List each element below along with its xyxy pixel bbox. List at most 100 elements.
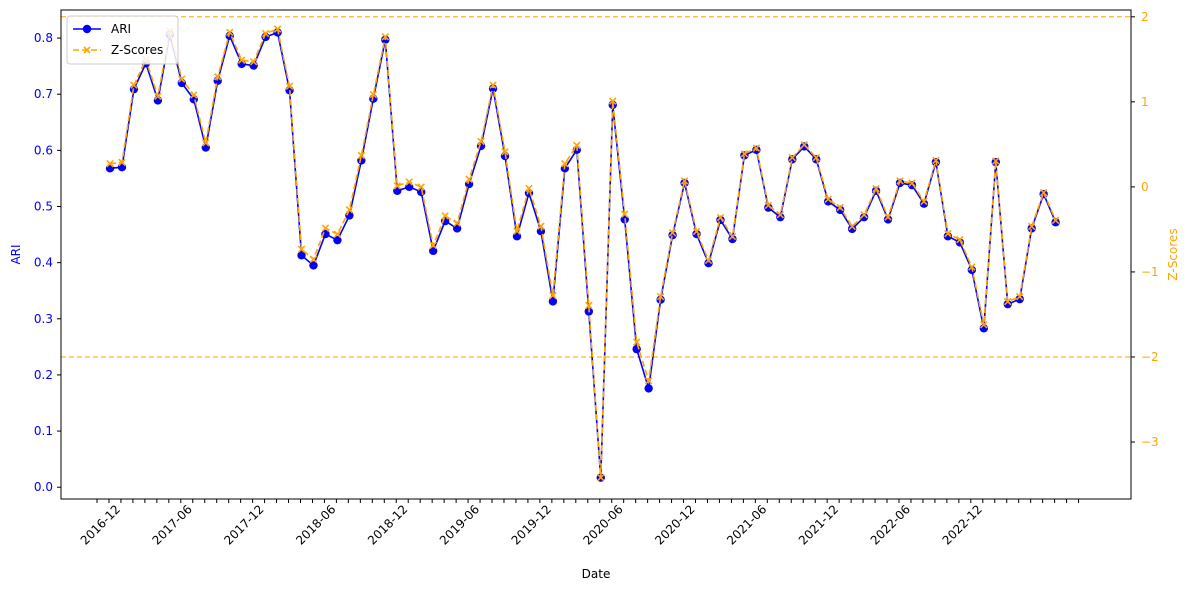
zscore-point — [297, 245, 306, 253]
zscore-point — [130, 81, 138, 89]
zscore-point — [453, 219, 461, 227]
zscore-point-stroke — [465, 175, 473, 184]
zscore-point-stroke — [800, 141, 809, 149]
y-left-tick-label: 0.6 — [34, 143, 53, 157]
zscore-point-stroke — [632, 338, 641, 346]
zscore-point-stroke — [656, 292, 665, 301]
zscore-point — [824, 195, 832, 203]
zscore-point — [896, 177, 904, 185]
zscore-point-stroke — [381, 33, 390, 41]
zscore-point-stroke — [597, 473, 605, 482]
zscore-point — [752, 144, 761, 152]
x-tick-label: 2017-12 — [221, 502, 266, 547]
zscore-point — [620, 210, 629, 218]
zscore-point-stroke — [692, 227, 701, 236]
zscore-point-stroke — [561, 159, 569, 168]
ari-point — [788, 155, 797, 164]
legend-zscore-marker — [83, 46, 91, 54]
x-tick-label: 2022-12 — [940, 502, 985, 547]
zscore-point — [608, 97, 617, 105]
zscore-point — [249, 58, 258, 66]
zscore-point — [369, 90, 378, 99]
zscore-point — [190, 91, 198, 99]
zscore-point — [704, 256, 713, 265]
zscore-point — [800, 141, 809, 149]
zscore-point-stroke — [776, 211, 785, 219]
y-right-tick-label: 2 — [1141, 10, 1149, 24]
zscore-point-stroke — [441, 212, 449, 220]
ari-point — [548, 297, 558, 306]
zscore-point-stroke — [824, 195, 832, 203]
zscore-point-stroke — [309, 255, 318, 264]
zscore-point-stroke — [812, 153, 820, 162]
zscore-point-stroke — [297, 245, 306, 253]
ari-point — [333, 235, 342, 245]
zscore-point-stroke — [1003, 297, 1012, 306]
x-tick-label: 2018-12 — [365, 502, 410, 547]
y-left-tick-label: 0.2 — [34, 368, 53, 382]
zscore-point-stroke — [680, 177, 689, 185]
y-left-tick-label: 0.3 — [34, 312, 53, 326]
zscore-point — [465, 175, 473, 184]
zscore-point-stroke — [106, 159, 114, 168]
zscore-point-stroke — [225, 28, 234, 37]
ari-point — [297, 251, 306, 260]
zscore-point — [549, 291, 557, 300]
x-tick-label: 2018-06 — [293, 502, 338, 547]
zscore-point — [1027, 222, 1036, 231]
y-right-tick-label: −1 — [1141, 265, 1159, 279]
zscore-point — [884, 213, 892, 221]
ari-point — [764, 203, 773, 212]
zscore-point-stroke — [249, 58, 258, 66]
zscore-point — [1003, 297, 1012, 306]
x-tick-label: 2021-12 — [796, 502, 841, 547]
zscore-point-stroke — [477, 137, 485, 146]
zscore-point — [668, 229, 677, 237]
zscore-point-stroke — [573, 141, 581, 150]
plot-frame — [60, 9, 1132, 500]
zscore-point-stroke — [369, 90, 378, 99]
zscore-point-stroke — [130, 81, 138, 89]
x-tick-label: 2020-06 — [580, 502, 625, 547]
ari-point — [201, 143, 210, 152]
zscore-point-stroke — [752, 144, 761, 152]
zscore-point-stroke — [1027, 222, 1036, 231]
ari-point — [776, 212, 785, 222]
zscore-point — [261, 29, 270, 38]
zscore-point — [225, 28, 234, 37]
zscore-point — [728, 232, 737, 241]
zscore-point-stroke — [788, 153, 797, 162]
zscore-point — [644, 377, 653, 385]
zscore-point — [501, 148, 509, 156]
zscore-point-stroke — [1051, 216, 1060, 225]
ari-point — [105, 164, 115, 173]
zscore-point — [776, 211, 785, 219]
zscore-point — [836, 203, 844, 212]
y-left-tick-label: 0.7 — [34, 87, 53, 101]
zscore-point-stroke — [525, 184, 533, 193]
ari-point — [919, 199, 929, 208]
y-left-tick-label: 0.1 — [34, 424, 53, 438]
zscore-point — [920, 197, 928, 206]
zscore-point — [860, 211, 868, 219]
zscore-point-stroke — [620, 210, 629, 218]
zscore-point-stroke — [190, 91, 198, 99]
zscore-point-stroke — [644, 377, 653, 385]
x-tick-label: 2016-12 — [78, 502, 123, 547]
zscore-point-stroke — [453, 219, 461, 227]
ari-point — [883, 215, 893, 224]
zscore-point-stroke — [333, 230, 342, 239]
ari-point — [847, 224, 857, 234]
zscore-point — [872, 184, 880, 193]
zscore-point — [740, 149, 749, 158]
zscore-point — [788, 153, 797, 162]
legend-zscore-label: Z-Scores — [111, 43, 163, 57]
zscore-point-stroke — [237, 56, 246, 64]
x-tick-label: 2020-12 — [652, 502, 697, 547]
legend-box — [66, 15, 179, 65]
zscore-point-stroke — [489, 81, 497, 89]
zscore-point-stroke — [956, 235, 964, 244]
zscore-point — [908, 179, 916, 187]
